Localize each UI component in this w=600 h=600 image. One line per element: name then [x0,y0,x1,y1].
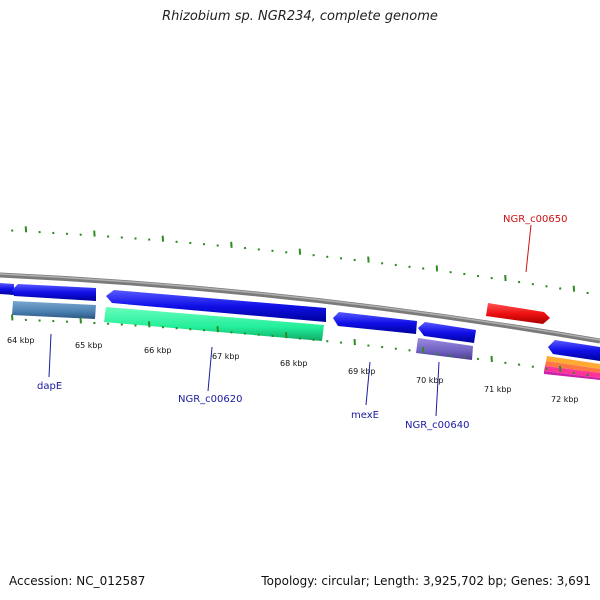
tick-label: 68 kbp [280,359,308,368]
genome-backbone-highlight [0,273,600,341]
gene-label-NGR_c00620: NGR_c00620 [178,394,243,405]
gene-label-NGR_c00640: NGR_c00640 [405,420,470,431]
tick-label: 64 kbp [7,336,35,345]
label-leaders [48,333,440,417]
gene-label-NGR_c00650: NGR_c00650 [503,214,568,225]
map-title: Rhizobium sp. NGR234, complete genome [162,9,438,24]
tick-label: 66 kbp [144,346,172,355]
gene-label-dapE: dapE [37,381,62,392]
cds-arrow-4 [333,312,417,334]
gene-label-mexE: mexE [351,410,379,421]
cds-arrow-1 [0,283,14,295]
overlapping-features [544,356,600,380]
tick-label: 67 kbp [212,352,240,361]
tick-label: 65 kbp [75,341,103,350]
outer-tick-ring [11,226,589,295]
genome-summary-text: Topology: circular; Length: 3,925,702 bp… [261,574,591,588]
cds-arrow-5 [418,322,476,343]
tick-label: 69 kbp [348,367,376,376]
accession-text: Accession: NC_012587 [9,574,146,588]
cds-arrow-2 [12,284,96,301]
gene-NGR_c00640 [416,338,473,360]
gene-dapE [12,301,96,319]
label-leader-red [525,224,532,273]
gene-NGR_c00650 [486,303,550,324]
cds-arrow-6 [548,340,600,361]
tick-label: 71 kbp [484,385,512,394]
tick-label: 70 kbp [416,376,444,385]
cds-arrow-3 [106,290,326,322]
inner-tick-ring [11,314,589,377]
gene-NGR_c00620 [104,307,324,341]
genome-backbone [0,272,600,344]
tick-label: 72 kbp [551,395,579,404]
